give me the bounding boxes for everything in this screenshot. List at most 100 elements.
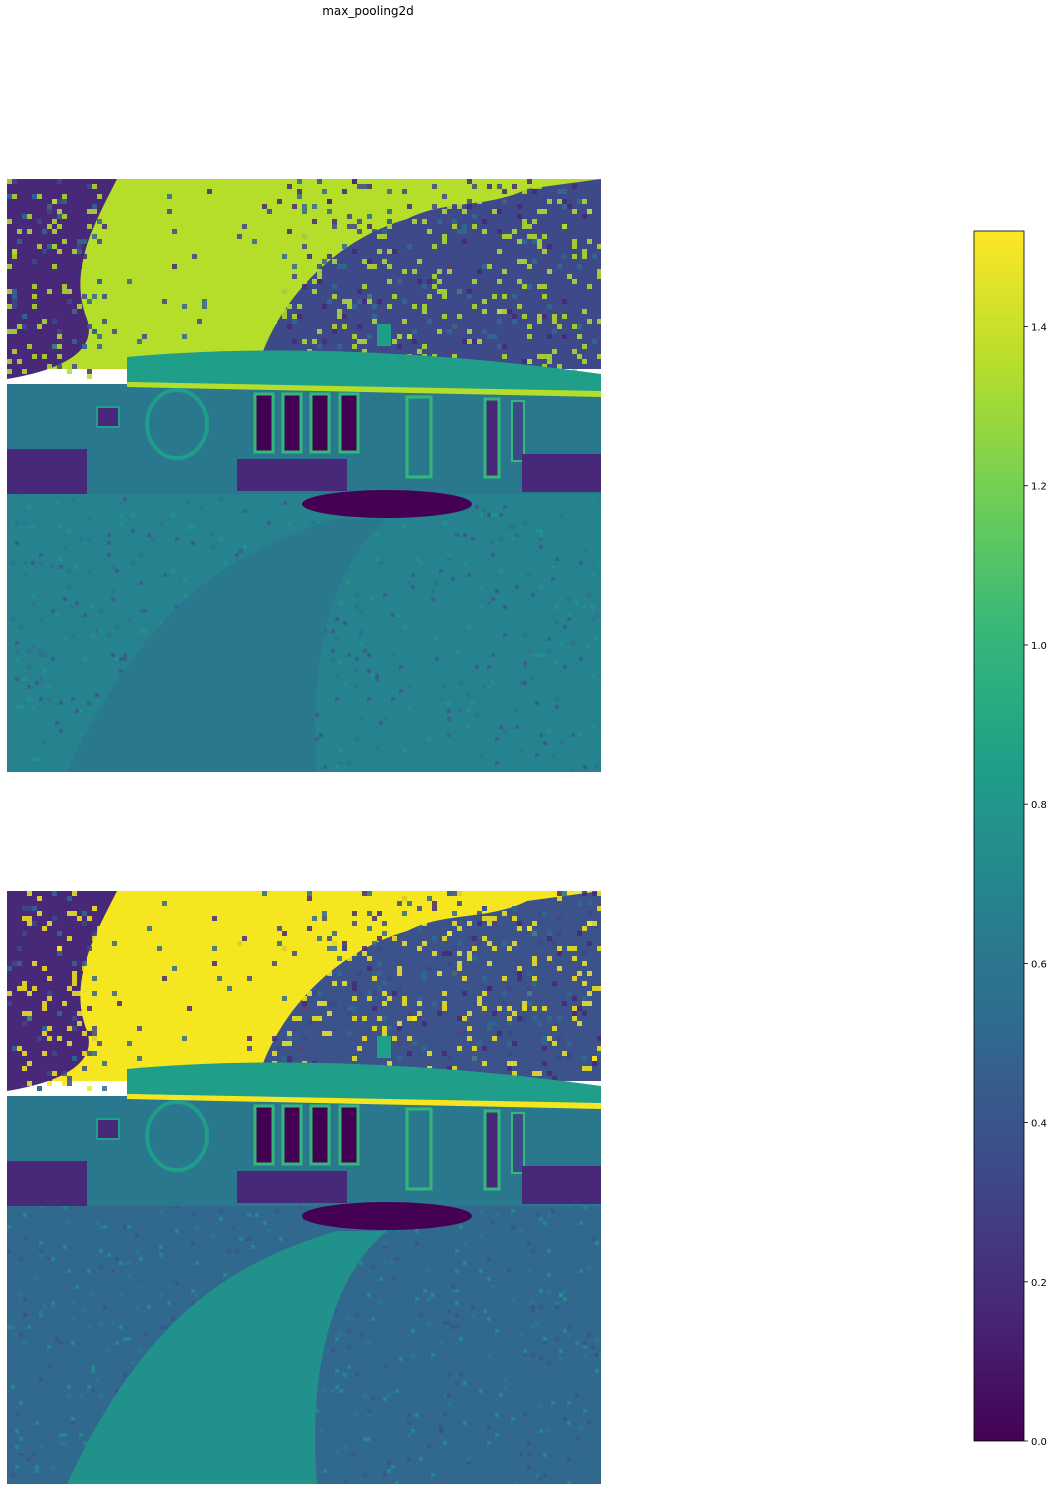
lawn-texture <box>591 725 595 729</box>
foliage-speck <box>102 329 107 334</box>
foliage-speck <box>547 359 552 364</box>
foliage-speck <box>282 936 287 941</box>
foliage-speck <box>437 279 442 284</box>
foliage-speck <box>492 209 497 214</box>
foliage-speck <box>182 304 187 309</box>
lawn-texture <box>99 1393 103 1397</box>
lawn-texture <box>455 1313 459 1317</box>
lawn-texture <box>151 537 155 541</box>
lawn-texture <box>571 1429 575 1433</box>
lawn-texture <box>391 697 395 701</box>
foliage-speck <box>172 244 177 249</box>
lawn-texture <box>247 1237 251 1241</box>
foliage-speck <box>572 1006 577 1011</box>
foliage-speck <box>132 911 137 916</box>
foliage-speck <box>72 249 77 254</box>
foliage-speck <box>577 1021 582 1026</box>
chimney <box>377 324 391 346</box>
foliage-speck <box>72 911 77 916</box>
foliage-speck <box>77 239 82 244</box>
lawn-texture <box>67 585 71 589</box>
foliage-speck <box>252 239 257 244</box>
window <box>281 1104 303 1166</box>
foliage-speck <box>412 1016 417 1021</box>
lawn-texture <box>471 701 475 705</box>
lawn-texture <box>551 1409 555 1413</box>
foliage-speck <box>22 906 27 911</box>
lawn-texture <box>491 1377 495 1381</box>
lawn-texture <box>59 557 63 561</box>
foliage-speck <box>342 314 347 319</box>
foliage-speck <box>77 901 82 906</box>
foliage-speck <box>52 229 57 234</box>
lawn-texture <box>31 1421 35 1425</box>
lawn-texture <box>59 1341 63 1345</box>
lawn-texture <box>71 1417 75 1421</box>
foliage-speck <box>292 951 297 956</box>
foliage-speck <box>357 229 362 234</box>
foliage-speck <box>367 966 372 971</box>
foliage-speck <box>22 1021 27 1026</box>
lawn-texture <box>11 1385 15 1389</box>
foliage-speck <box>507 1041 512 1046</box>
lawn-texture <box>375 677 379 681</box>
foliage-speck <box>27 916 32 921</box>
lawn-texture <box>359 601 363 605</box>
foliage-speck <box>92 991 97 996</box>
foliage-speck <box>567 1041 572 1046</box>
foliage-speck <box>552 324 557 329</box>
lawn-texture <box>299 1205 303 1209</box>
foliage-speck <box>92 1026 97 1031</box>
lawn-texture <box>79 709 83 713</box>
lawn-texture <box>583 549 587 553</box>
lawn-texture <box>287 1237 291 1241</box>
foliage-speck <box>557 891 562 896</box>
foliage-speck <box>587 1001 592 1006</box>
lawn-texture <box>71 1301 75 1305</box>
foliage-speck <box>277 229 282 234</box>
lawn-texture <box>143 569 147 573</box>
lawn-texture <box>499 513 503 517</box>
foliage-speck <box>127 1041 132 1046</box>
window <box>338 392 360 454</box>
foliage-speck <box>172 229 177 234</box>
lawn-texture <box>27 769 31 772</box>
foliage-speck <box>497 354 502 359</box>
foliage-speck <box>202 304 207 309</box>
foliage-speck <box>67 911 72 916</box>
foliage-speck <box>427 229 432 234</box>
foliage-speck <box>67 289 72 294</box>
foliage-speck <box>272 1006 277 1011</box>
lawn-texture <box>535 701 539 705</box>
roof <box>127 1062 601 1106</box>
lawn-texture <box>463 613 467 617</box>
lawn-texture <box>439 569 443 573</box>
lawn-texture <box>487 1317 491 1321</box>
foliage-speck <box>87 299 92 304</box>
lawn-texture <box>163 573 167 577</box>
foliage-speck <box>12 194 17 199</box>
foliage-speck <box>547 354 552 359</box>
lawn-texture <box>415 557 419 561</box>
foliage-speck <box>487 1021 492 1026</box>
lawn-texture <box>59 697 63 701</box>
foliage-speck <box>542 364 547 369</box>
foliage-speck <box>297 314 302 319</box>
lawn-texture <box>59 1393 63 1397</box>
lawn-texture <box>423 737 427 741</box>
lawn-texture <box>111 589 115 593</box>
feature-map-2-image <box>7 891 601 1484</box>
foliage-speck <box>87 359 92 364</box>
foliage-speck <box>482 219 487 224</box>
lawn-texture <box>115 1341 119 1345</box>
foliage-speck <box>577 931 582 936</box>
foliage-speck <box>502 269 507 274</box>
foliage-speck <box>532 189 537 194</box>
foliage-speck <box>442 951 447 956</box>
lawn-texture <box>403 1453 407 1457</box>
foliage-speck <box>22 324 27 329</box>
foliage-speck <box>527 359 532 364</box>
lawn-texture <box>287 521 291 525</box>
lawn-texture <box>447 701 451 705</box>
foliage-speck <box>407 1016 412 1021</box>
